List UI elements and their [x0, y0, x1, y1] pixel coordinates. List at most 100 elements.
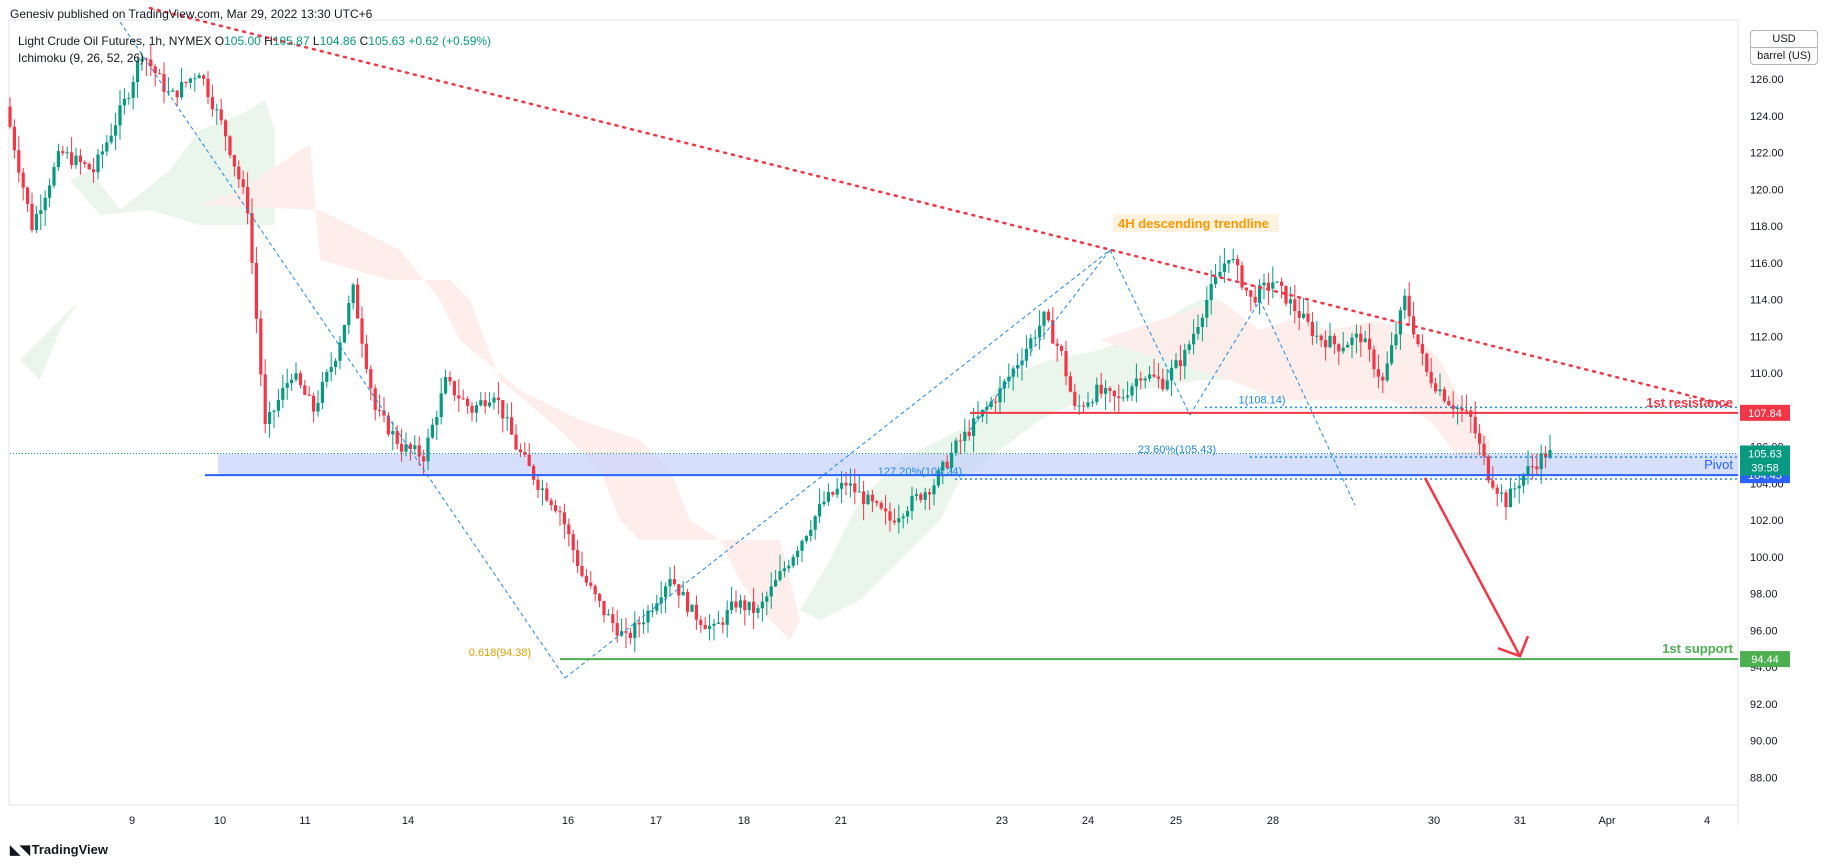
- candle-body: [892, 520, 896, 523]
- candle-body: [1112, 390, 1116, 397]
- candle-body: [862, 491, 866, 505]
- candle-body: [1416, 334, 1420, 345]
- candle-body: [1407, 295, 1411, 317]
- candle-body: [1051, 320, 1055, 344]
- legend-open: 105.00: [224, 34, 261, 48]
- fib-pattern-line: [1189, 299, 1261, 416]
- currency-label: USD: [1772, 33, 1796, 45]
- candle-body: [122, 98, 126, 106]
- unit-label: barrel (US): [1751, 47, 1817, 64]
- candle-body: [611, 614, 615, 624]
- candle-body: [364, 343, 368, 370]
- candle-body: [34, 213, 38, 231]
- candle-body: [48, 185, 52, 198]
- candle-body: [426, 437, 430, 462]
- candle-body: [1178, 360, 1182, 367]
- candle-body: [210, 97, 214, 110]
- candle-body: [184, 82, 188, 84]
- candle-body: [1192, 333, 1196, 345]
- x-tick-label: 18: [738, 815, 750, 827]
- candle-body: [708, 625, 712, 630]
- candle-body: [276, 399, 280, 411]
- y-tick-label: 110.00: [1750, 368, 1783, 380]
- candle-body: [422, 456, 426, 462]
- unit-selector[interactable]: USD barrel (US): [1750, 30, 1818, 65]
- candle-body: [703, 624, 707, 630]
- candle-body: [1236, 258, 1240, 266]
- candle-body: [1385, 363, 1389, 381]
- candle-body: [131, 82, 135, 98]
- tradingview-logo-icon: ◣◥: [10, 842, 30, 857]
- candle-body: [1526, 466, 1530, 475]
- candle-body: [699, 619, 703, 625]
- candle-body: [774, 579, 778, 587]
- x-tick-label: 24: [1082, 815, 1094, 827]
- candle-body: [1429, 371, 1433, 384]
- candle-body: [796, 550, 800, 558]
- candle-body: [1451, 405, 1455, 410]
- candle-body: [294, 373, 298, 380]
- candle-body: [1064, 351, 1068, 377]
- candle-body: [30, 203, 34, 231]
- fib-label: 127.20%(104.24): [878, 466, 962, 478]
- candle-body: [78, 155, 82, 163]
- ichimoku-cloud-bullish: [70, 100, 275, 225]
- candle-body: [338, 342, 342, 361]
- candle-body: [554, 505, 558, 512]
- candle-body: [1341, 347, 1345, 352]
- candle-body: [1214, 276, 1218, 285]
- candle-body: [1372, 349, 1376, 370]
- y-tick-label: 120.00: [1750, 184, 1784, 196]
- candle-body: [540, 488, 544, 490]
- candle-body: [989, 401, 993, 407]
- candle-body: [1227, 259, 1231, 264]
- candle-body: [1293, 299, 1297, 312]
- candle-body: [1165, 380, 1169, 390]
- candle-body: [391, 431, 395, 435]
- candle-body: [800, 540, 804, 551]
- candle-body: [74, 155, 78, 165]
- candle-body: [835, 488, 839, 495]
- legend-indicator[interactable]: Ichimoku (9, 26, 52, 26): [18, 51, 145, 65]
- candle-body: [316, 402, 320, 412]
- y-tick-label: 112.00: [1750, 331, 1783, 343]
- candle-body: [1038, 325, 1042, 338]
- fib-label: 23.60%(105.43): [1138, 444, 1216, 456]
- candle-body: [1099, 384, 1103, 394]
- candle-body: [452, 381, 456, 396]
- candle-body: [413, 445, 417, 450]
- candle-body: [378, 410, 382, 412]
- candle-body: [224, 120, 228, 137]
- candle-body: [87, 163, 91, 170]
- candle-body: [1200, 317, 1204, 327]
- candle-body: [461, 398, 465, 400]
- level-price-badge: [1740, 651, 1790, 668]
- candle-body: [712, 623, 716, 626]
- candle-body: [175, 90, 179, 98]
- candle-body: [1082, 405, 1086, 407]
- candle-body: [1434, 383, 1438, 392]
- candle-body: [430, 424, 434, 438]
- candle-body: [1530, 466, 1534, 468]
- candle-body: [70, 152, 74, 165]
- legend-change: +0.62 (+0.59%): [408, 34, 492, 48]
- candle-body: [395, 431, 399, 444]
- candle-body: [1363, 338, 1367, 343]
- candle-body: [659, 597, 663, 604]
- candle-body: [408, 444, 412, 450]
- candle-body: [642, 622, 646, 625]
- candle-body: [298, 373, 302, 386]
- candle-body: [584, 575, 588, 583]
- candle-body: [633, 622, 637, 639]
- candle-body: [457, 395, 461, 399]
- tradingview-logo: ◣◥ TradingView: [10, 842, 108, 858]
- candle-body: [312, 395, 316, 412]
- candle-body: [1337, 344, 1341, 352]
- candle-body: [219, 109, 223, 121]
- candle-body: [1324, 340, 1328, 348]
- candle-body: [897, 518, 901, 523]
- candle-body: [285, 383, 289, 388]
- candle-body: [914, 494, 918, 496]
- candle-body: [241, 179, 245, 188]
